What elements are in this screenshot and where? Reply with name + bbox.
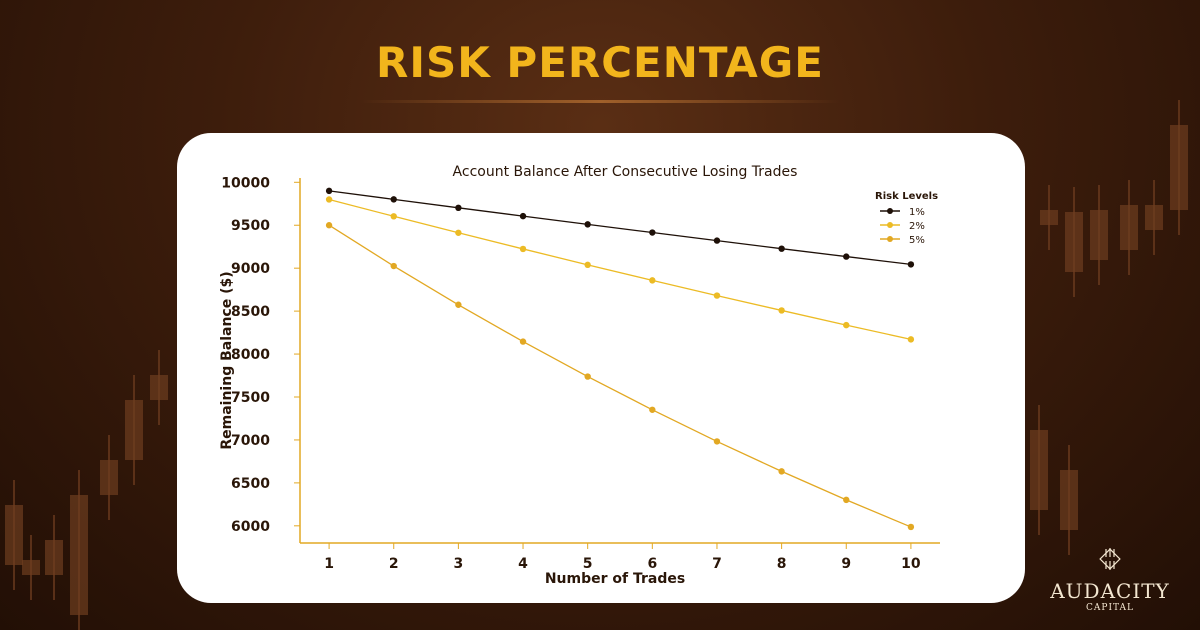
data-point xyxy=(584,221,591,228)
data-point xyxy=(455,229,462,236)
data-point xyxy=(649,277,656,284)
page-title: RISK PERCENTAGE xyxy=(376,38,824,87)
data-point xyxy=(843,496,850,504)
chart-title: Account Balance After Consecutive Losing… xyxy=(453,164,798,180)
data-point xyxy=(584,261,591,269)
chart-card: Account Balance After Consecutive Losing… xyxy=(177,133,1025,603)
candle-body xyxy=(70,495,88,615)
candle-body xyxy=(1170,125,1188,210)
data-point xyxy=(325,222,333,229)
y-axis-label: Remaining Balance ($) xyxy=(219,271,235,449)
data-point xyxy=(907,523,915,531)
data-point xyxy=(778,307,785,314)
x-tick-label: 4 xyxy=(518,556,528,572)
candle-body xyxy=(100,460,118,495)
candle-body xyxy=(1065,212,1083,272)
candle-body xyxy=(1030,430,1048,510)
candle-body xyxy=(150,375,168,400)
data-point xyxy=(584,373,591,380)
data-point xyxy=(519,245,527,253)
legend-label: 1% xyxy=(909,207,925,218)
data-point xyxy=(325,196,333,203)
y-tick-label: 9500 xyxy=(231,218,270,234)
data-point xyxy=(519,338,527,345)
data-point xyxy=(519,212,527,220)
x-tick-label: 6 xyxy=(647,556,657,572)
legend-title: Risk Levels xyxy=(875,191,938,202)
data-point xyxy=(778,245,785,252)
data-point xyxy=(778,468,785,475)
x-axis-label: Number of Trades xyxy=(545,571,685,587)
data-point xyxy=(713,438,721,445)
legend-marker xyxy=(887,222,893,228)
x-tick-label: 5 xyxy=(583,556,593,572)
data-point xyxy=(907,336,915,343)
line-chart: Account Balance After Consecutive Losing… xyxy=(219,164,940,587)
title-divider xyxy=(360,100,840,103)
candle-body xyxy=(22,560,40,575)
candle-body xyxy=(45,540,63,575)
data-point xyxy=(843,321,850,329)
data-point xyxy=(325,187,333,195)
data-point xyxy=(390,196,397,203)
candle-body xyxy=(1040,210,1058,225)
legend-label: 2% xyxy=(909,221,925,232)
series-line-2% xyxy=(328,198,912,341)
data-point xyxy=(390,213,397,220)
data-point xyxy=(843,253,850,260)
data-point xyxy=(649,406,656,413)
x-tick-label: 1 xyxy=(324,556,334,572)
y-tick-label: 8000 xyxy=(231,347,270,363)
data-point xyxy=(649,229,656,236)
y-tick-label: 7000 xyxy=(231,433,270,449)
legend-marker xyxy=(887,236,893,242)
candle-body xyxy=(1060,470,1078,530)
legend-label: 5% xyxy=(909,235,925,246)
y-tick-label: 10000 xyxy=(221,175,270,191)
brand-name: AUDACITY xyxy=(1050,579,1170,603)
x-tick-label: 7 xyxy=(712,556,722,572)
brand-logo: AUDACITY CAPITAL xyxy=(1040,545,1180,613)
logo-emblem-icon xyxy=(1099,548,1121,570)
series-line-5% xyxy=(328,224,912,528)
y-tick-label: 7500 xyxy=(231,390,270,406)
x-tick-label: 8 xyxy=(777,556,787,572)
candle-body xyxy=(1120,205,1138,250)
y-tick-label: 9000 xyxy=(231,261,270,277)
data-point xyxy=(713,292,721,299)
data-point xyxy=(713,237,721,244)
candle-body xyxy=(125,400,143,460)
data-point xyxy=(455,301,462,308)
x-tick-label: 2 xyxy=(389,556,399,572)
x-tick-label: 10 xyxy=(901,556,921,572)
y-tick-label: 8500 xyxy=(231,304,270,320)
candle-body xyxy=(1090,210,1108,260)
data-point xyxy=(455,204,462,212)
data-point xyxy=(390,262,397,270)
x-tick-label: 3 xyxy=(454,556,464,572)
y-tick-label: 6500 xyxy=(231,476,270,492)
series-line-1% xyxy=(329,190,911,266)
candle-body xyxy=(1145,205,1163,230)
data-point xyxy=(907,261,915,268)
x-tick-label: 9 xyxy=(841,556,851,572)
candle-body xyxy=(5,505,23,565)
brand-sub: CAPITAL xyxy=(1086,603,1134,613)
legend-marker xyxy=(887,208,893,214)
y-tick-label: 6000 xyxy=(231,519,270,535)
